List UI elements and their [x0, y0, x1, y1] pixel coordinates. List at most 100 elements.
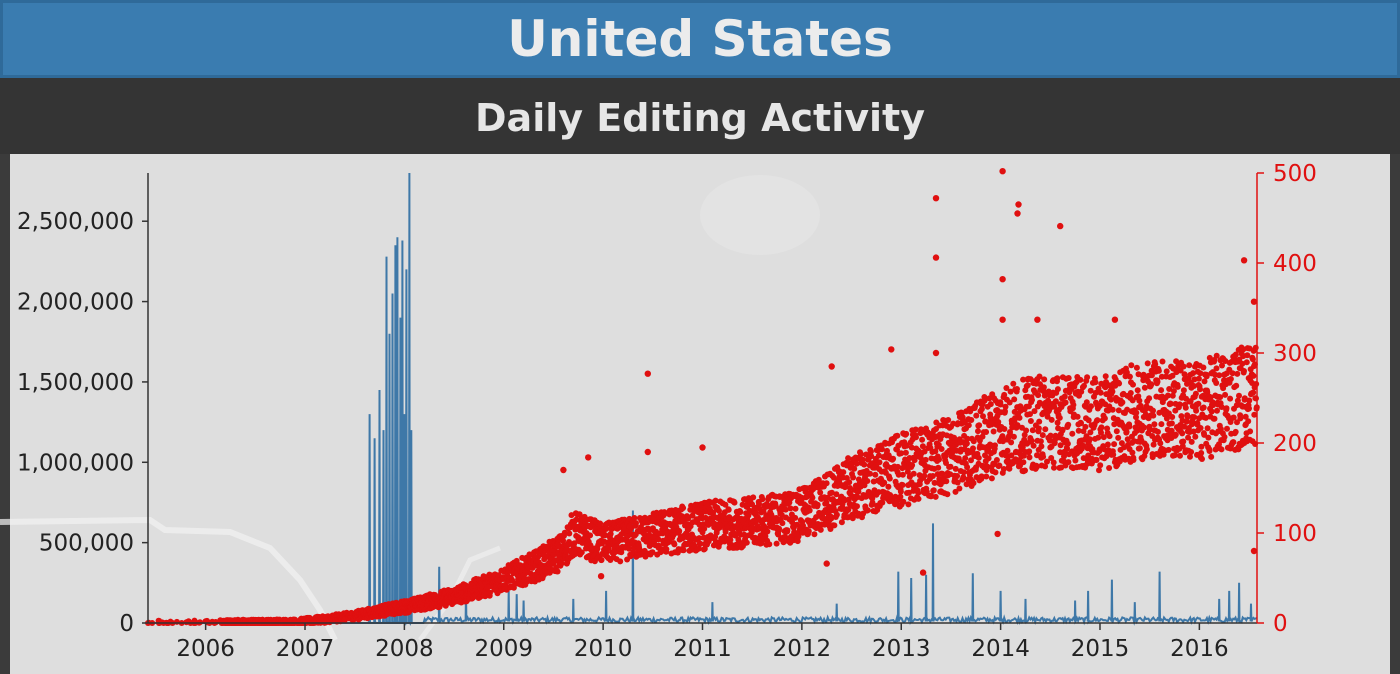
right-series-point — [1203, 373, 1210, 380]
x-tick-label: 2007 — [276, 636, 335, 662]
right-series-point — [1193, 407, 1200, 414]
right-series-point — [1126, 423, 1133, 430]
right-series-point — [970, 480, 977, 487]
right-series-point — [851, 465, 858, 472]
right-series-point — [535, 553, 542, 560]
right-series-point — [854, 503, 860, 510]
right-series-point — [868, 453, 875, 460]
chart-header: Daily Editing Activity — [0, 78, 1400, 154]
right-series-point — [1188, 438, 1195, 445]
page-title: United States — [507, 10, 893, 68]
right-series-point — [1192, 433, 1199, 440]
right-series-point — [1020, 459, 1027, 466]
right-series-point — [560, 537, 567, 544]
right-series-point — [1024, 382, 1031, 389]
right-series-point — [1174, 383, 1181, 390]
right-series-point — [1224, 425, 1230, 432]
x-tick-label: 2006 — [176, 636, 235, 662]
right-series-point — [1211, 415, 1218, 422]
x-tick-label: 2009 — [474, 636, 533, 662]
right-series-point — [930, 487, 937, 494]
right-series-point — [1098, 429, 1104, 436]
right-series-point — [1241, 368, 1247, 374]
right-series-point — [598, 557, 605, 563]
right-series-point — [1253, 395, 1259, 402]
right-series-point — [1083, 399, 1090, 406]
right-series-point — [895, 471, 902, 478]
right-series-point — [1111, 316, 1119, 323]
right-series-point — [1133, 414, 1139, 421]
right-series-point — [1030, 442, 1037, 449]
right-series-point — [1241, 395, 1248, 402]
right-series-point — [909, 462, 916, 469]
y-left-tick-label: 1,500,000 — [17, 370, 134, 396]
right-series-point — [921, 472, 928, 479]
right-series-point — [1054, 386, 1061, 393]
right-series-point — [952, 465, 959, 472]
right-series-point — [1011, 396, 1018, 403]
right-series-point — [840, 469, 847, 476]
right-series-point — [1214, 407, 1220, 414]
right-series-point — [1250, 298, 1258, 305]
right-series-point — [1136, 397, 1143, 404]
right-series-point — [1190, 370, 1197, 377]
right-series-point — [1035, 392, 1042, 399]
right-series-point — [1166, 386, 1173, 392]
right-series-point — [1135, 393, 1142, 400]
right-series-point — [566, 530, 573, 537]
right-series-point — [1163, 368, 1170, 375]
right-series-point — [649, 549, 656, 556]
right-series-point — [980, 413, 986, 420]
right-series-point — [585, 454, 592, 461]
right-series-point — [987, 414, 994, 421]
right-series-point — [766, 541, 773, 548]
right-series-point — [1171, 452, 1178, 459]
right-series-point — [1070, 401, 1077, 408]
right-series-point — [1048, 416, 1055, 423]
right-series-point — [561, 529, 568, 536]
right-series-point — [849, 515, 856, 522]
right-series-point — [1123, 428, 1130, 435]
right-series-point — [1130, 457, 1137, 463]
right-series-point — [1027, 411, 1033, 418]
right-series-point — [838, 519, 845, 526]
right-series-point — [1187, 453, 1193, 460]
x-tick-label: 2012 — [773, 636, 832, 662]
right-series-point — [1191, 414, 1198, 421]
right-series-point — [978, 473, 985, 480]
right-series-point — [1244, 352, 1251, 359]
right-series-point — [846, 479, 853, 486]
right-series-point — [1008, 452, 1015, 459]
right-series-point — [701, 525, 708, 532]
right-series-point — [1072, 457, 1079, 464]
right-series-point — [932, 448, 939, 455]
right-series-point — [932, 493, 939, 500]
right-series-point — [1135, 371, 1142, 378]
right-series-point — [952, 488, 959, 495]
right-series-point — [988, 475, 995, 482]
right-series-point — [671, 541, 678, 548]
right-series-point — [861, 461, 868, 468]
right-series-point — [1042, 426, 1049, 433]
left-series-line — [148, 172, 1258, 626]
right-series-point — [965, 422, 972, 429]
right-series-point — [1065, 375, 1072, 381]
right-series-point — [945, 417, 952, 423]
right-series-point — [697, 540, 704, 547]
right-series-point — [1092, 379, 1099, 386]
right-series-point — [1230, 439, 1237, 446]
right-series-point — [1109, 406, 1116, 413]
right-series-point — [1000, 466, 1007, 472]
right-series-point — [898, 450, 905, 457]
right-series-point — [932, 195, 940, 202]
y-left-tick-label: 1,000,000 — [17, 450, 134, 476]
right-series-point — [1207, 394, 1214, 401]
right-series-point — [661, 510, 668, 517]
right-series-point — [487, 589, 493, 596]
right-series-point — [983, 429, 990, 435]
right-series-point — [1044, 413, 1051, 420]
right-series-point — [1141, 384, 1148, 391]
right-series-point — [1002, 403, 1009, 410]
right-series-point — [1116, 380, 1123, 387]
right-series-point — [1191, 376, 1198, 383]
